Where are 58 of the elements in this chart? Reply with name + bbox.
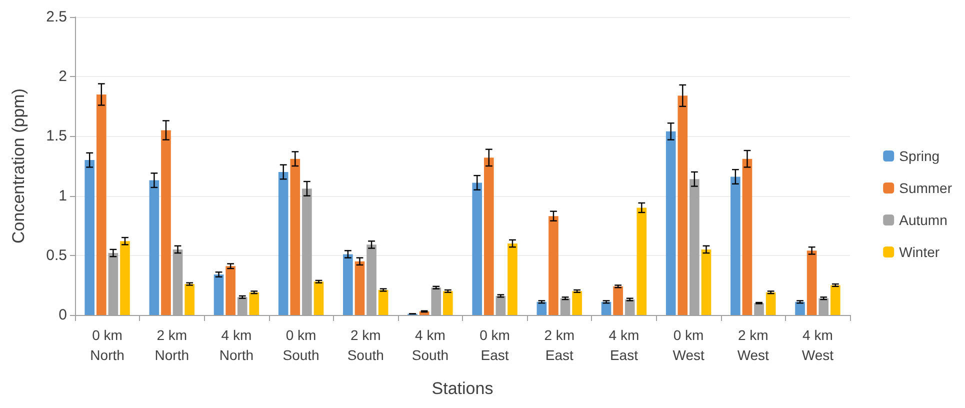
bar (214, 274, 224, 315)
legend-label: Summer (899, 180, 952, 196)
bar (795, 302, 805, 315)
legend-label: Autumn (899, 212, 948, 228)
bar (484, 158, 494, 315)
y-tick-label: 1.5 (46, 128, 67, 145)
x-tick-label: 4 km North (219, 327, 254, 363)
y-tick-label: 2.5 (46, 8, 67, 26)
x-tick-label: 4 km East (608, 327, 640, 363)
x-tick-label: 0 km West (672, 327, 704, 363)
bar (343, 254, 353, 315)
bar (354, 261, 365, 315)
bar (84, 160, 95, 315)
bar (601, 302, 612, 315)
x-tick-label: 0 km South (282, 327, 320, 363)
y-tick-label: 0.5 (46, 246, 67, 264)
x-tick-label: 0 km East (480, 327, 510, 363)
bar (730, 176, 740, 315)
x-tick-label: 4 km South (412, 327, 449, 363)
bar (766, 292, 776, 315)
bar (314, 282, 324, 315)
bar (226, 266, 236, 315)
bar (613, 286, 623, 315)
y-axis-title: Concentration (ppm) (9, 88, 28, 244)
legend-label: Spring (899, 148, 940, 164)
x-tick-label: 4 km West (802, 327, 834, 363)
y-tick-label: 2 (58, 68, 67, 86)
bar (572, 291, 582, 315)
bar (701, 249, 712, 315)
x-tick-label: 2 km West (737, 327, 770, 363)
bar (290, 158, 300, 315)
bar (149, 180, 160, 315)
bar (742, 158, 752, 315)
bar (184, 284, 194, 315)
bar (548, 216, 558, 315)
bar (161, 130, 171, 315)
x-tick-label: 2 km East (544, 327, 575, 363)
bar (120, 241, 130, 315)
bar (806, 250, 817, 315)
bar (508, 243, 518, 315)
x-axis-title: Stations (432, 379, 494, 398)
bar (830, 285, 840, 315)
bar (278, 172, 288, 315)
bar (678, 96, 688, 315)
bar (378, 290, 388, 315)
x-tick-label: 0 km North (90, 327, 124, 363)
bar (442, 291, 453, 315)
y-tick-label: 0 (58, 306, 67, 324)
bar (666, 131, 676, 315)
bar (636, 208, 647, 315)
x-tick-label: 2 km North (154, 327, 189, 363)
bar (472, 182, 482, 315)
bar (96, 94, 106, 315)
bar (249, 292, 260, 315)
bar (536, 302, 547, 315)
y-tick-label: 1 (58, 187, 67, 204)
x-tick-label: 2 km South (347, 327, 384, 363)
legend-label: Winter (899, 244, 940, 260)
